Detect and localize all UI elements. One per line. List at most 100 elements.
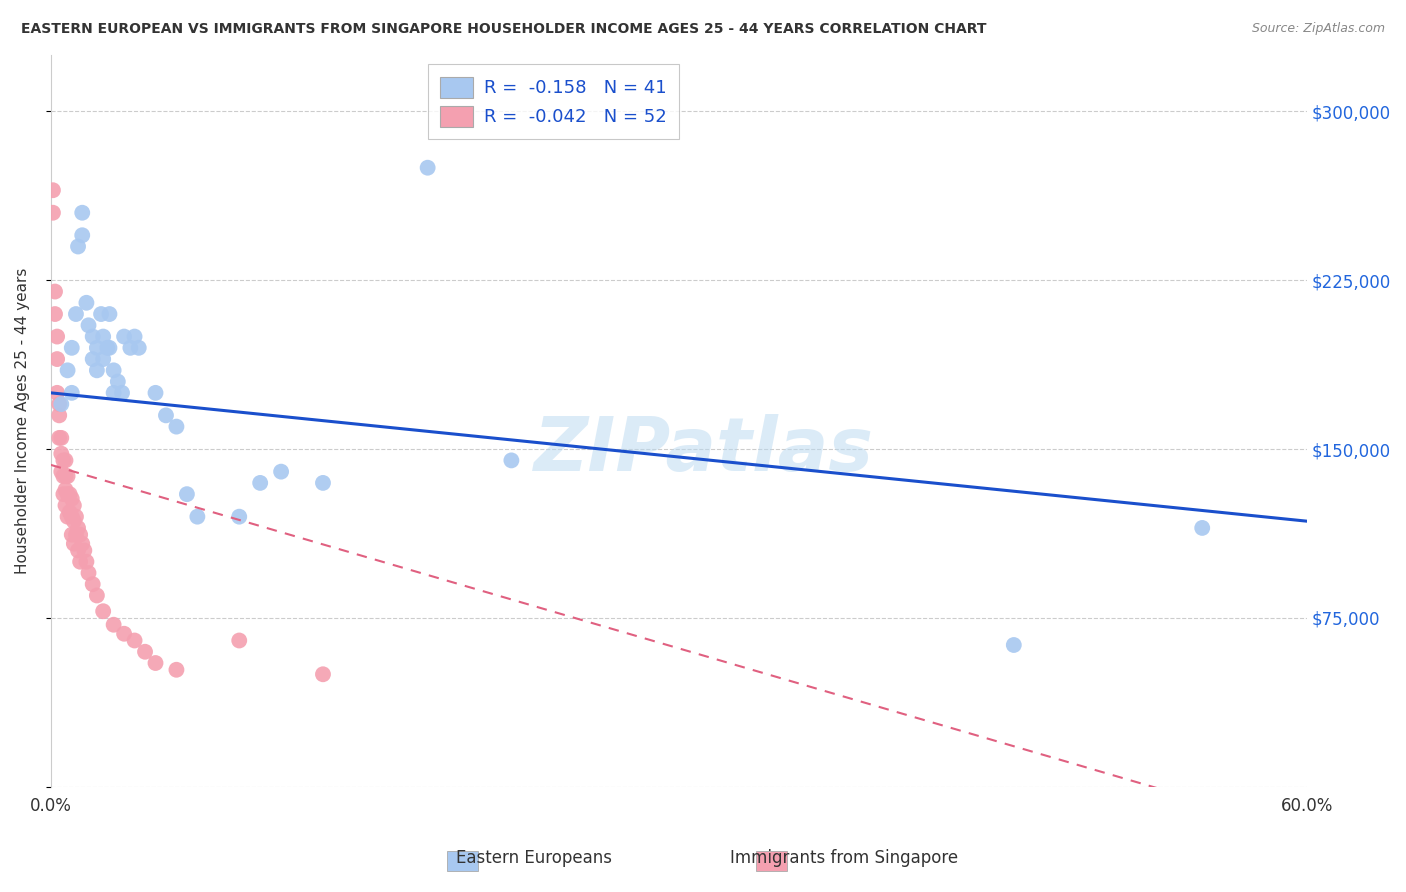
Point [51, 397, 73, 411]
Point [312, 475, 335, 490]
Point [1002, 638, 1025, 652]
Point [59, 505, 82, 519]
Point [67, 239, 90, 253]
Point [60, 527, 83, 541]
Point [86, 341, 108, 355]
Point [145, 385, 167, 400]
Y-axis label: Householder Income Ages 25 - 44 years: Householder Income Ages 25 - 44 years [15, 268, 30, 574]
Point [98, 341, 121, 355]
Point [60, 509, 83, 524]
Text: ZIPatlas: ZIPatlas [534, 414, 875, 487]
Point [501, 453, 523, 467]
Point [52, 453, 75, 467]
Point [91, 604, 114, 618]
Point [111, 385, 134, 400]
Point [128, 341, 150, 355]
Point [48, 409, 70, 423]
Point [165, 419, 187, 434]
Point [44, 285, 66, 299]
Point [44, 307, 66, 321]
Point [120, 341, 142, 355]
Point [103, 363, 125, 377]
Point [60, 491, 83, 506]
Point [70, 205, 93, 219]
Point [77, 318, 100, 333]
Point [145, 656, 167, 670]
Point [65, 509, 87, 524]
Point [46, 352, 69, 367]
Point [112, 329, 135, 343]
Point [56, 469, 79, 483]
Point [77, 566, 100, 580]
Text: Source: ZipAtlas.com: Source: ZipAtlas.com [1251, 22, 1385, 36]
Point [86, 363, 108, 377]
Point [75, 295, 97, 310]
Point [67, 521, 90, 535]
Point [249, 475, 271, 490]
Point [51, 465, 73, 479]
Point [42, 205, 65, 219]
Point [96, 341, 118, 355]
Point [165, 663, 187, 677]
Point [69, 555, 91, 569]
Text: EASTERN EUROPEAN VS IMMIGRANTS FROM SINGAPORE HOUSEHOLDER INCOME AGES 25 - 44 YE: EASTERN EUROPEAN VS IMMIGRANTS FROM SING… [21, 22, 987, 37]
Point [124, 329, 146, 343]
Point [270, 465, 292, 479]
Point [103, 385, 125, 400]
Point [124, 633, 146, 648]
Point [52, 487, 75, 501]
Point [55, 469, 77, 483]
Point [59, 487, 82, 501]
Point [51, 431, 73, 445]
Point [90, 307, 112, 321]
Point [46, 329, 69, 343]
Point [107, 375, 129, 389]
Point [186, 509, 208, 524]
Point [69, 527, 91, 541]
Point [312, 667, 335, 681]
Point [228, 509, 250, 524]
Point [416, 161, 439, 175]
Point [228, 633, 250, 648]
Point [48, 397, 70, 411]
Point [98, 307, 121, 321]
Point [73, 543, 96, 558]
Point [65, 307, 87, 321]
Point [56, 509, 79, 524]
Point [70, 228, 93, 243]
Text: Eastern Europeans: Eastern Europeans [457, 849, 612, 867]
Point [134, 645, 156, 659]
Point [91, 329, 114, 343]
Point [176, 487, 198, 501]
Point [51, 447, 73, 461]
Legend: R =  -0.158   N = 41, R =  -0.042   N = 52: R = -0.158 N = 41, R = -0.042 N = 52 [427, 64, 679, 139]
Point [63, 537, 86, 551]
Point [82, 329, 104, 343]
Point [103, 617, 125, 632]
Point [1191, 521, 1213, 535]
Point [56, 487, 79, 501]
Point [75, 555, 97, 569]
Point [42, 183, 65, 197]
Point [67, 543, 90, 558]
Point [65, 527, 87, 541]
Point [112, 626, 135, 640]
Point [91, 352, 114, 367]
Text: Immigrants from Singapore: Immigrants from Singapore [730, 849, 957, 867]
Point [56, 363, 79, 377]
Point [86, 589, 108, 603]
Point [48, 431, 70, 445]
Point [52, 469, 75, 483]
Point [82, 352, 104, 367]
Point [63, 514, 86, 528]
Point [55, 483, 77, 497]
Point [55, 499, 77, 513]
Point [60, 385, 83, 400]
Point [70, 537, 93, 551]
Point [55, 453, 77, 467]
Point [63, 499, 86, 513]
Point [60, 341, 83, 355]
Point [155, 409, 177, 423]
Point [82, 577, 104, 591]
Point [46, 385, 69, 400]
